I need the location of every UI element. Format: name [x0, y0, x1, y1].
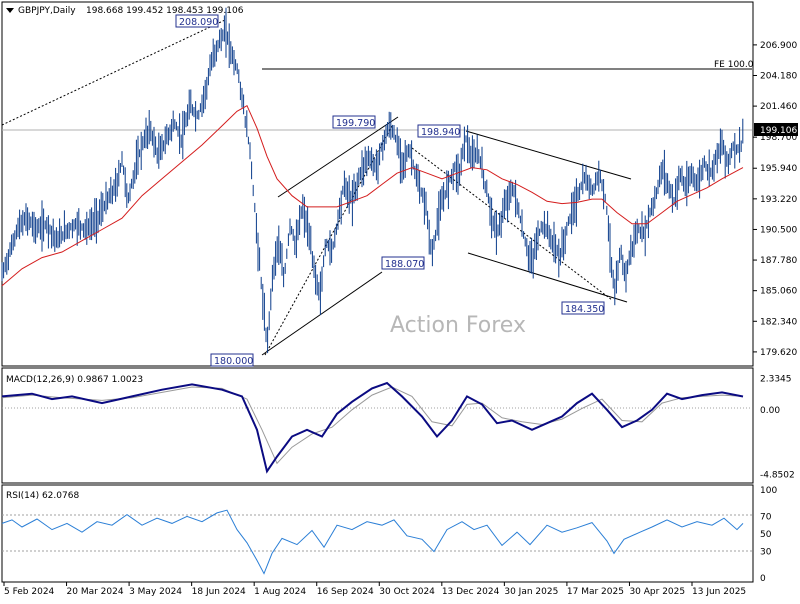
macd-main-line: [1, 381, 744, 474]
price-tick-label: 195.940: [760, 164, 797, 174]
rsi-tick-label: 70: [760, 512, 772, 522]
x-tick-label: 30 Jan 2025: [504, 587, 558, 597]
collapse-triangle-icon[interactable]: [6, 8, 14, 13]
price-tick-label: 204.180: [760, 71, 797, 81]
rsi-label: RSI(14) 62.0768: [6, 491, 79, 501]
annotation-label: 188.070: [385, 259, 424, 270]
annotation-label: 199.790: [336, 118, 375, 129]
annotation-box: [332, 115, 376, 129]
price-axis: 206.900 204.180 201.460 198.700 195.940 193.2…: [753, 41, 797, 358]
annotation-label: 198.940: [421, 127, 460, 138]
x-tick-label: 30 Oct 2024: [379, 587, 435, 597]
annotation-label: 184.350: [565, 304, 604, 315]
x-tick-label: 3 May 2024: [129, 587, 182, 597]
macd-panel-frame: [1, 367, 754, 484]
x-tick-label: 1 Aug 2024: [254, 587, 306, 597]
x-tick-label: 30 Apr 2025: [629, 587, 685, 597]
channel-upper-line-2: [465, 130, 632, 180]
watermark: Action Forex: [390, 313, 526, 338]
price-tick-label: 206.900: [760, 41, 797, 51]
annotation-label: 180.000: [214, 356, 253, 367]
macd-tick-label: -4.8502: [760, 471, 795, 481]
last-price-label: 199.106: [760, 126, 797, 136]
price-tick-label: 198.700: [760, 133, 797, 143]
macd-axis: 2.3345 0.00 -4.8502: [760, 375, 795, 481]
chart-title: GBPJPY,Daily: [18, 6, 76, 16]
macd-signal-line: [1, 386, 744, 465]
price-tick-label: 179.620: [760, 348, 797, 358]
annotation-box: [210, 353, 254, 367]
trend-dotted-line: [1, 19, 226, 126]
rsi-tick-label: 100: [760, 486, 777, 496]
price-tick-label: 190.500: [760, 225, 797, 235]
rsi-tick-label: 50: [760, 530, 772, 540]
rsi-tick-label: 30: [760, 548, 772, 558]
x-tick-label: 20 Mar 2024: [67, 587, 124, 597]
overlays: [1, 19, 752, 356]
x-tick-label: 5 Feb 2024: [4, 587, 55, 597]
macd-label: MACD(12,26,9) 0.9867 1.0023: [6, 375, 143, 385]
price-tick-label: 193.220: [760, 195, 797, 205]
channel-dotted-line-2: [411, 147, 613, 301]
x-axis: 5 Feb 2024 20 Mar 2024 3 May 2024 18 Jun 20…: [3, 582, 746, 597]
rsi-panel-frame: [1, 484, 754, 583]
last-price-box: [754, 123, 798, 136]
ohlc-readout: 198.668 199.452 198.453 199.106: [86, 6, 244, 16]
annotation-box: [417, 124, 461, 138]
x-tick-label: 16 Sep 2024: [317, 587, 374, 597]
rsi-tick-label: 0: [760, 574, 766, 584]
fe100-label: FE 100.0: [714, 60, 754, 70]
x-tick-label: 13 Dec 2024: [442, 587, 500, 597]
price-tick-label: 185.060: [760, 287, 797, 297]
macd-tick-label: 0.00: [760, 406, 780, 416]
x-tick-label: 18 Jun 2024: [192, 587, 246, 597]
annotation-box: [561, 301, 605, 315]
price-tick-label: 201.460: [760, 102, 797, 112]
macd-tick-label: 2.3345: [760, 375, 792, 385]
rsi-line: [1, 509, 744, 575]
annotation-box: [175, 14, 219, 28]
annotation-box: [381, 256, 425, 270]
price-tick-label: 182.340: [760, 317, 797, 327]
price-annotations: 208.090 199.790 198.940 188.070 184.350 180.0…: [175, 14, 754, 367]
channel-upper-line-1: [277, 116, 399, 198]
annotation-label: 208.090: [179, 17, 218, 28]
channel-lower-line-1: [261, 271, 383, 356]
price-tick-label: 187.780: [760, 256, 797, 266]
price-bars: [1, 7, 744, 354]
ma-line: [1, 104, 744, 287]
rsi-axis: 100 70 50 30 0: [760, 486, 777, 584]
channel-lower-line-2: [467, 252, 628, 303]
x-tick-label: 13 Jun 2025: [692, 587, 746, 597]
x-tick-label: 17 Mar 2025: [567, 587, 624, 597]
